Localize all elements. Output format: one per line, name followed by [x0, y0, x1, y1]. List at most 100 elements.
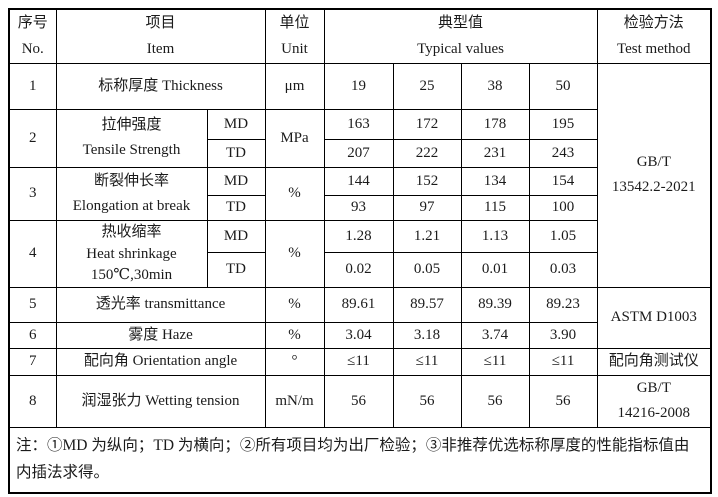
direction-td: TD [206, 194, 266, 221]
unit-cell: ° [264, 347, 325, 376]
value-cell: ≤11 [323, 347, 394, 376]
value-cell: 144 [323, 166, 394, 196]
value-cell: 172 [392, 108, 462, 140]
value-cell: 152 [392, 166, 462, 196]
value-cell: 38 [460, 62, 530, 110]
row-shrinkage-md: 4 热收缩率 Heat shrinkage 150℃,30min MD % 1.… [8, 219, 711, 288]
col-header-item: 项目 Item [55, 8, 266, 64]
row-orientation-angle: 7 配向角 Orientation angle ° ≤11 ≤11 ≤11 ≤1… [8, 347, 712, 376]
row-wetting-tension: 8 润湿张力 Wetting tension mN/m 56 56 56 56 … [8, 374, 712, 428]
item-label-zh: 拉伸强度 [101, 117, 162, 133]
value-cell: 19 [323, 62, 394, 110]
spec-table: 序号 No. 项目 Item 单位 Unit 典型值 Typical value… [8, 8, 713, 494]
value-cell: 134 [460, 166, 530, 196]
value-cell: 89.23 [528, 286, 598, 323]
value-cell: 0.05 [392, 251, 462, 288]
item-label-en: Tensile Strength [82, 142, 181, 158]
value-cell: 100 [528, 194, 598, 221]
method-line: GB/T [636, 380, 671, 396]
col-header-method: 检验方法 Test method [596, 8, 712, 64]
unit-cell: MPa [264, 108, 325, 168]
row-elongation-md: 3 断裂伸长率 Elongation at break MD % 144 152… [8, 166, 711, 221]
unit-cell: μm [264, 62, 325, 110]
col-header-no-en: No. [21, 41, 44, 58]
col-header-unit-en: Unit [281, 41, 308, 58]
header-row: 序号 No. 项目 Item 单位 Unit 典型值 Typical value… [8, 8, 712, 64]
item-label-zh: 热收缩率 [101, 224, 162, 240]
col-header-typical-en: Typical values [417, 41, 504, 58]
note-text: 注：①MD 为纵向；TD 为横向；②所有项目均为出厂检验；③非推荐优选标称厚度的… [8, 426, 712, 493]
method-cell-rows5to6: ASTM D1003 [596, 286, 712, 349]
method-line: 13542.2-2021 [611, 179, 696, 195]
unit-cell: mN/m [264, 374, 325, 428]
note-row: 注：①MD 为纵向；TD 为横向；②所有项目均为出厂检验；③非推荐优选标称厚度的… [8, 426, 712, 493]
value-cell: 3.18 [392, 321, 462, 349]
value-cell: ≤11 [392, 347, 462, 376]
value-cell: 93 [323, 194, 394, 221]
item-label-zh: 断裂伸长率 [93, 172, 169, 189]
item-label-en: Heat shrinkage [86, 246, 177, 262]
direction-md: MD [206, 219, 266, 253]
value-cell: 231 [460, 138, 530, 168]
value-cell: 97 [392, 194, 462, 221]
row-thickness: 1 标称厚度 Thickness μm 19 25 38 50 GB/T 135… [8, 62, 712, 288]
item-label-condition: 150℃,30min [90, 267, 173, 283]
item-label: 润湿张力 Wetting tension [55, 374, 266, 428]
direction-md: MD [206, 108, 266, 140]
method-cell-row7: 配向角测试仪 [596, 347, 712, 376]
row-no: 8 [8, 374, 57, 428]
method-cell-rows1to4: GB/T 13542.2-2021 [596, 62, 712, 288]
value-cell: 89.57 [392, 286, 462, 323]
value-cell: 178 [460, 108, 530, 140]
col-header-typical: 典型值 Typical values [323, 8, 598, 64]
value-cell: 1.21 [392, 219, 462, 253]
row-no: 6 [8, 321, 57, 349]
value-cell: 89.39 [460, 286, 530, 323]
item-label: 拉伸强度 Tensile Strength [55, 108, 208, 168]
value-cell: 0.02 [323, 251, 394, 288]
col-header-no: 序号 No. [8, 8, 57, 64]
value-cell: 163 [323, 108, 394, 140]
value-cell: 0.01 [460, 251, 530, 288]
value-cell: 1.05 [528, 219, 598, 253]
col-header-no-zh: 序号 [17, 15, 48, 32]
value-cell: 0.03 [528, 251, 598, 288]
value-cell: 154 [528, 166, 598, 196]
value-cell: 89.61 [323, 286, 394, 323]
value-cell: 56 [528, 374, 598, 428]
item-label: 配向角 Orientation angle [55, 347, 266, 376]
value-cell: 56 [392, 374, 462, 428]
unit-cell: % [264, 286, 325, 323]
col-header-unit-zh: 单位 [279, 15, 310, 32]
value-cell: 222 [392, 138, 462, 168]
value-cell: 56 [460, 374, 530, 428]
item-label: 透光率 transmittance [55, 286, 266, 323]
unit-cell: % [264, 166, 325, 221]
row-no: 7 [8, 347, 57, 376]
col-header-item-en: Item [146, 41, 175, 58]
value-cell: 3.90 [528, 321, 598, 349]
value-cell: 25 [392, 62, 462, 110]
method-line: GB/T [636, 154, 671, 170]
value-cell: 50 [528, 62, 598, 110]
row-no: 2 [8, 108, 57, 168]
method-line: 14216-2008 [617, 405, 691, 421]
value-cell: 243 [528, 138, 598, 168]
direction-td: TD [206, 138, 266, 168]
value-cell: 195 [528, 108, 598, 140]
value-cell: 207 [323, 138, 394, 168]
direction-td: TD [206, 251, 266, 288]
col-header-item-zh: 项目 [145, 15, 176, 32]
value-cell: 115 [460, 194, 530, 221]
row-elongation-td: TD 93 97 115 100 [9, 194, 711, 221]
item-label: 标称厚度 Thickness [55, 62, 266, 110]
row-tensile-md: 2 拉伸强度 Tensile Strength MD MPa 163 172 1… [8, 108, 711, 168]
value-cell: 1.28 [323, 219, 394, 253]
col-header-typical-zh: 典型值 [438, 15, 484, 32]
unit-cell: % [264, 219, 325, 288]
row-no: 5 [8, 286, 57, 323]
value-cell: 3.04 [323, 321, 394, 349]
row-no: 4 [8, 219, 57, 288]
direction-md: MD [206, 166, 266, 196]
item-label: 热收缩率 Heat shrinkage 150℃,30min [55, 219, 208, 288]
